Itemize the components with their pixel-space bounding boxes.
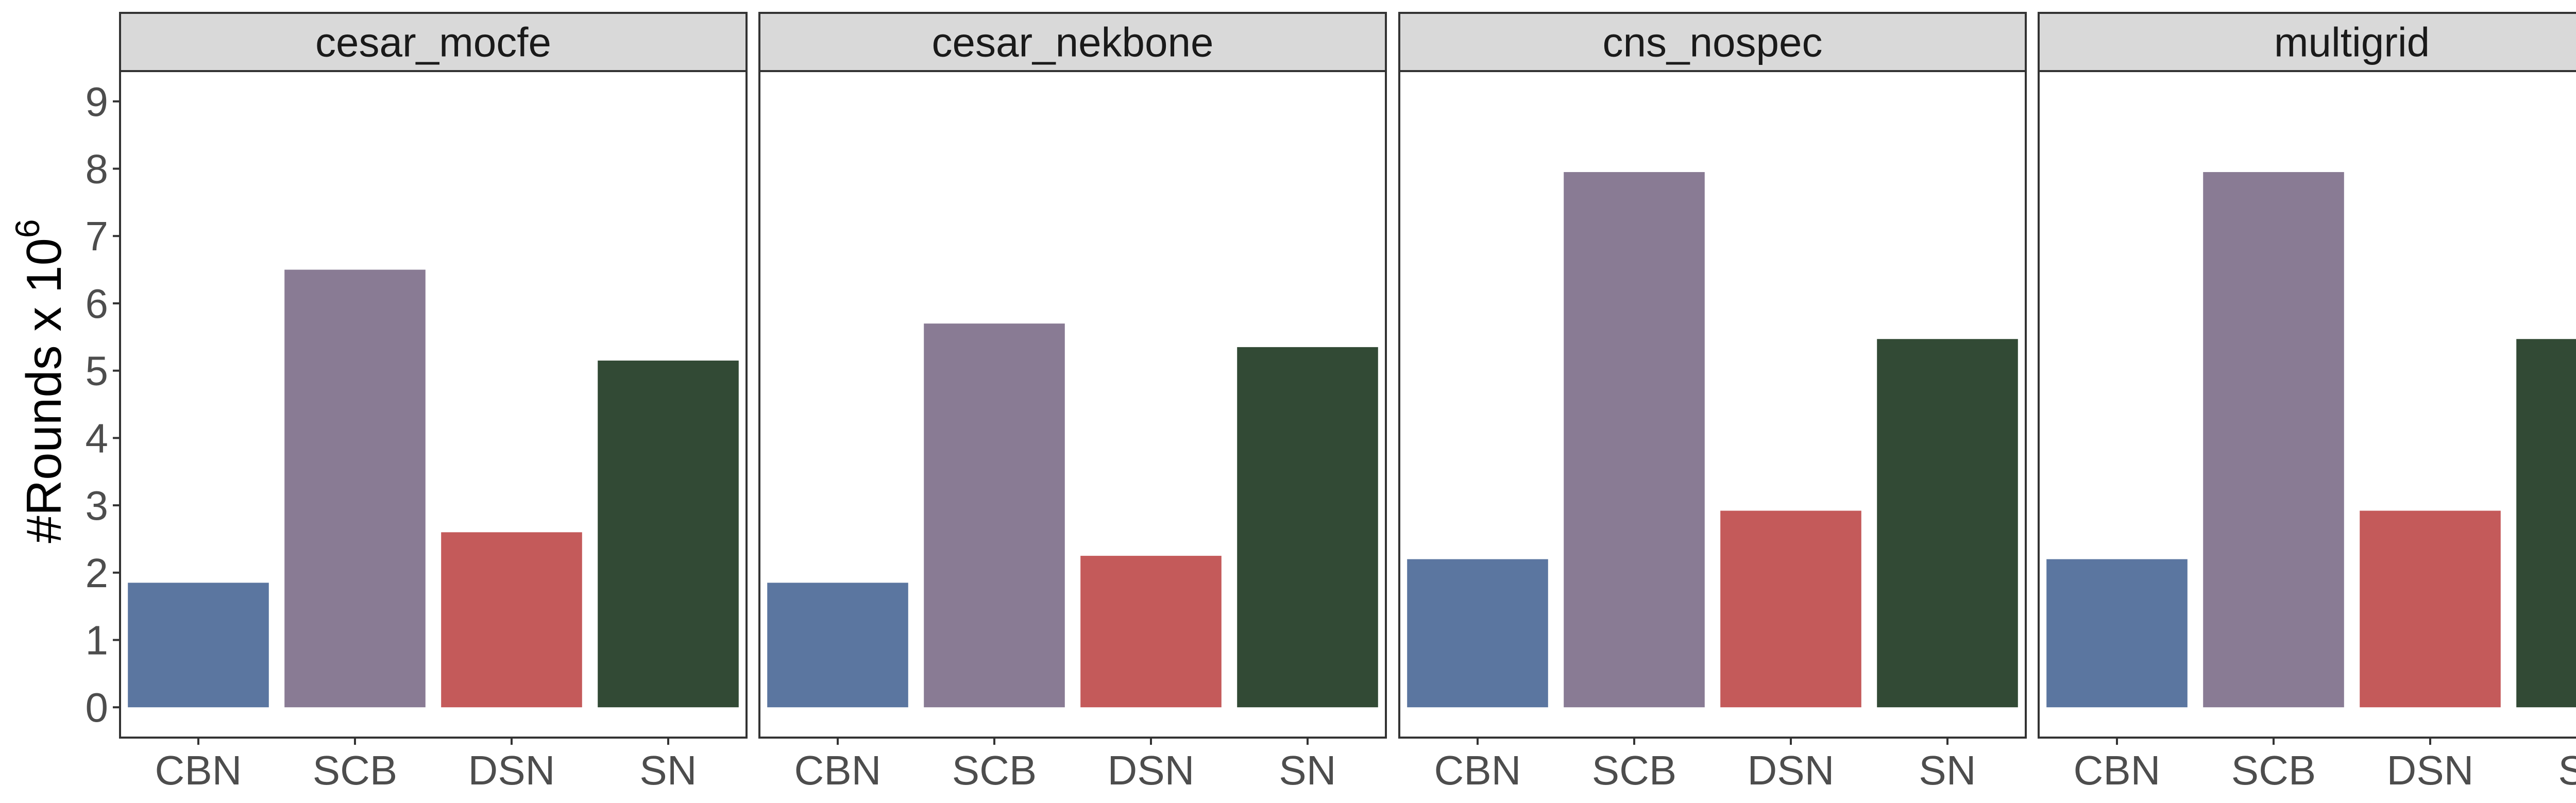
bar-multigrid-CBN — [2046, 559, 2188, 708]
bar-cns_nospec-SCB — [1564, 172, 1705, 708]
facet-panels: cesar_mocfe CBN SCB DSN SN cesar_nekbone CBN SC… — [119, 12, 2576, 793]
x-tick-label: DSN — [2387, 747, 2474, 793]
facet-panel-cesar_nekbone: cesar_nekbone CBN SCB DSN SN — [758, 12, 1387, 793]
bar-multigrid-SN — [2516, 339, 2576, 708]
x-tick-label: SCB — [313, 747, 398, 793]
bar-cesar_mocfe-SN — [598, 361, 739, 708]
facet-title: cns_nospec — [1603, 20, 1823, 65]
panel-border — [119, 70, 748, 739]
y-tick-label: 3 — [86, 483, 109, 528]
bar-cesar_nekbone-SN — [1237, 347, 1378, 708]
y-tick-label: 9 — [86, 79, 109, 125]
x-tick-label: SN — [2558, 747, 2576, 793]
bar-cns_nospec-SN — [1877, 339, 2018, 708]
x-tick-label: SCB — [1592, 747, 1677, 793]
bar-cns_nospec-DSN — [1720, 510, 1861, 708]
panel-border — [1398, 70, 2027, 739]
y-axis-title-exponent: 6 — [8, 219, 46, 238]
x-tick-label: CBN — [794, 747, 882, 793]
y-tick-label: 8 — [86, 146, 109, 192]
x-tick-label: DSN — [468, 747, 555, 793]
facet-strip — [119, 12, 748, 72]
x-tick-label: SN — [1279, 747, 1336, 793]
bar-cesar_mocfe-DSN — [441, 532, 582, 708]
y-tick-label: 5 — [86, 348, 109, 394]
x-tick-label: SN — [1919, 747, 1976, 793]
bar-cns_nospec-CBN — [1407, 559, 1548, 708]
y-tick-label: 2 — [86, 550, 109, 596]
bar-cesar_nekbone-DSN — [1080, 556, 1222, 708]
bar-multigrid-SCB — [2203, 172, 2344, 708]
facet-panel-cesar_mocfe: cesar_mocfe CBN SCB DSN SN — [119, 12, 748, 793]
y-tick-label: 4 — [86, 415, 109, 461]
x-tick-label: CBN — [1434, 747, 1521, 793]
y-tick-label: 7 — [86, 213, 109, 259]
y-axis-title-base: #Rounds x 10 — [16, 238, 72, 543]
facet-title: multigrid — [2274, 20, 2430, 65]
facet-title: cesar_mocfe — [315, 20, 551, 65]
bar-cesar_mocfe-SCB — [284, 269, 426, 708]
y-tick-label: 6 — [86, 281, 109, 327]
facet-strip — [758, 12, 1387, 72]
x-tick-label: CBN — [155, 747, 242, 793]
x-tick-label: SCB — [2231, 747, 2316, 793]
y-axis-title: #Rounds x 106 — [8, 219, 72, 543]
x-tick-label: CBN — [2074, 747, 2161, 793]
facet-strip — [1398, 12, 2027, 72]
bar-cesar_mocfe-CBN — [128, 583, 269, 708]
facet-title: cesar_nekbone — [931, 20, 1213, 65]
bar-cesar_nekbone-SCB — [924, 323, 1065, 708]
panel-border — [758, 70, 1387, 739]
bar-multigrid-DSN — [2360, 510, 2501, 708]
facet-strip — [2038, 12, 2576, 72]
y-axis: 0 1 2 3 4 5 6 7 8 9 — [86, 79, 120, 730]
x-tick-label: DSN — [1108, 747, 1195, 793]
y-tick-label: 0 — [86, 685, 109, 730]
panel-border — [2038, 70, 2576, 739]
x-tick-label: DSN — [1748, 747, 1835, 793]
y-tick-label: 1 — [86, 617, 109, 663]
bar-cesar_nekbone-CBN — [767, 583, 908, 708]
facet-panel-multigrid: multigrid CBN SCB DSN SN — [2038, 12, 2576, 793]
x-tick-label: SN — [639, 747, 697, 793]
x-tick-label: SCB — [952, 747, 1037, 793]
facet-panel-cns_nospec: cns_nospec CBN SCB DSN SN — [1398, 12, 2027, 793]
